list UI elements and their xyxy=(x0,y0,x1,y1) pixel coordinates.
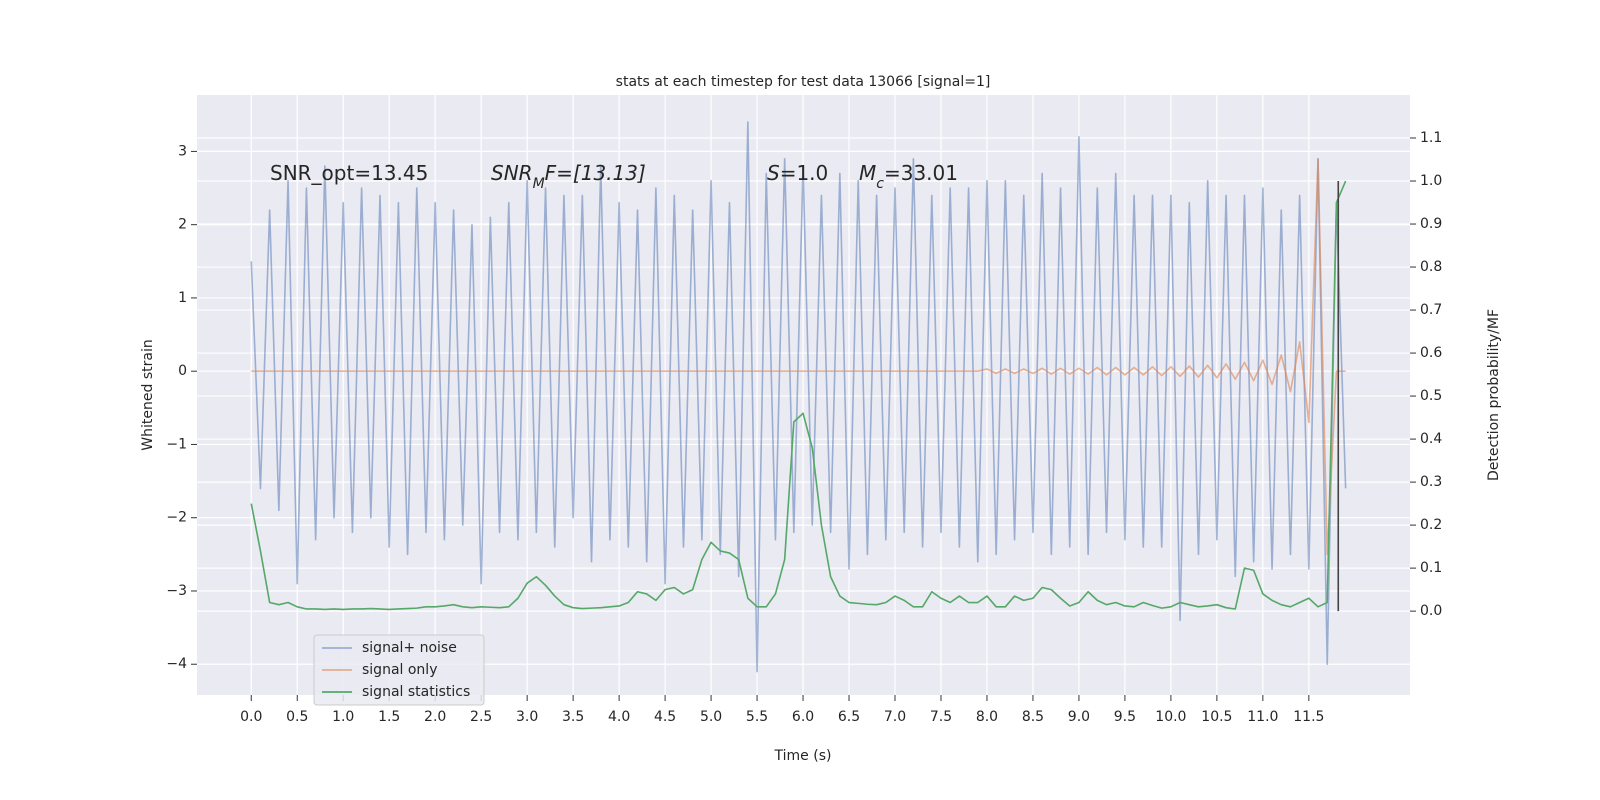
y-tick-label: −1 xyxy=(166,436,187,452)
x-tick-label: 1.5 xyxy=(378,709,400,725)
annotation-part: M xyxy=(859,161,876,185)
x-axis-label: Time (s) xyxy=(774,748,832,764)
x-tick-label: 8.0 xyxy=(976,709,998,725)
x-tick-label: 0.5 xyxy=(286,709,308,725)
y-tick-label: 2 xyxy=(178,217,187,233)
y2-tick-label: 0.2 xyxy=(1420,517,1442,533)
legend-label: signal+ noise xyxy=(362,640,457,656)
x-tick-label: 11.5 xyxy=(1293,709,1324,725)
annotation-part: M xyxy=(533,176,545,192)
x-tick-label: 0.0 xyxy=(240,709,262,725)
chart-title: stats at each timestep for test data 130… xyxy=(616,74,991,90)
legend: signal+ noise signal only signal statistic… xyxy=(313,634,485,706)
x-tick-label: 4.0 xyxy=(608,709,630,725)
series-line xyxy=(250,121,1347,673)
annotation: SNR_opt=13.45 xyxy=(270,161,428,185)
y2-tick-label: 1.0 xyxy=(1420,173,1442,189)
x-tick-label: 3.5 xyxy=(562,709,584,725)
x-tick-label: 8.5 xyxy=(1022,709,1044,725)
annotation-part: c xyxy=(876,176,884,192)
x-tick-label: 5.5 xyxy=(746,709,768,725)
annotation: S=1.0 xyxy=(767,161,828,185)
y-tick-label: −2 xyxy=(166,510,187,526)
annotation: Mc=33.01 xyxy=(859,161,958,192)
x-tick-label: 3.0 xyxy=(516,709,538,725)
legend-label: signal statistics xyxy=(362,684,470,700)
x-tick-label: 2.0 xyxy=(424,709,446,725)
x-tick-label: 6.5 xyxy=(838,709,860,725)
annotation-part: F=[13.13] xyxy=(545,161,646,185)
annotation-part: S xyxy=(767,161,780,185)
x-tick-label: 1.0 xyxy=(332,709,354,725)
x-tick-label: 7.0 xyxy=(884,709,906,725)
y2-tick-label: 0.1 xyxy=(1420,560,1442,576)
y-tick-label: 1 xyxy=(178,290,187,306)
annotation-part: SNR xyxy=(491,161,533,185)
y-axis-label: Whitened strain xyxy=(140,339,156,450)
annotation-part: =1.0 xyxy=(780,161,829,185)
y2-tick-label: 0.5 xyxy=(1420,388,1442,404)
x-tick-label: 10.0 xyxy=(1155,709,1186,725)
x-tick-label: 7.5 xyxy=(930,709,952,725)
series-line xyxy=(250,180,1347,611)
y2-tick-label: 0.8 xyxy=(1420,259,1442,275)
y-tick-label: 3 xyxy=(178,143,187,159)
y2-axis-label: Detection probability/MF xyxy=(1486,309,1502,481)
annotation: SNRMF=[13.13] xyxy=(491,161,646,192)
y2-tick-label: 0.4 xyxy=(1420,431,1442,447)
y2-tick-label: 0.9 xyxy=(1420,216,1442,232)
y2-tick-label: 0.6 xyxy=(1420,345,1442,361)
legend-box xyxy=(313,634,485,706)
x-tick-label: 4.5 xyxy=(654,709,676,725)
x-tick-label: 10.5 xyxy=(1201,709,1232,725)
y2-tick-label: 0.0 xyxy=(1420,603,1442,619)
annotation-part: =33.01 xyxy=(884,161,958,185)
x-tick-label: 9.5 xyxy=(1114,709,1136,725)
annotation-part: SNR_opt=13.45 xyxy=(270,161,428,185)
y-tick-label: −4 xyxy=(166,656,187,672)
y-tick-label: −3 xyxy=(166,583,187,599)
x-tick-label: 11.0 xyxy=(1247,709,1278,725)
y2-tick-label: 0.7 xyxy=(1420,302,1442,318)
series-line xyxy=(251,157,1346,556)
y2-tick-label: 0.3 xyxy=(1420,474,1442,490)
legend-label: signal only xyxy=(362,662,437,678)
x-tick-label: 2.5 xyxy=(470,709,492,725)
x-tick-label: 5.0 xyxy=(700,709,722,725)
y-tick-label: 0 xyxy=(178,363,187,379)
x-tick-label: 6.0 xyxy=(792,709,814,725)
x-tick-label: 9.0 xyxy=(1068,709,1090,725)
y2-tick-label: 1.1 xyxy=(1420,130,1442,146)
